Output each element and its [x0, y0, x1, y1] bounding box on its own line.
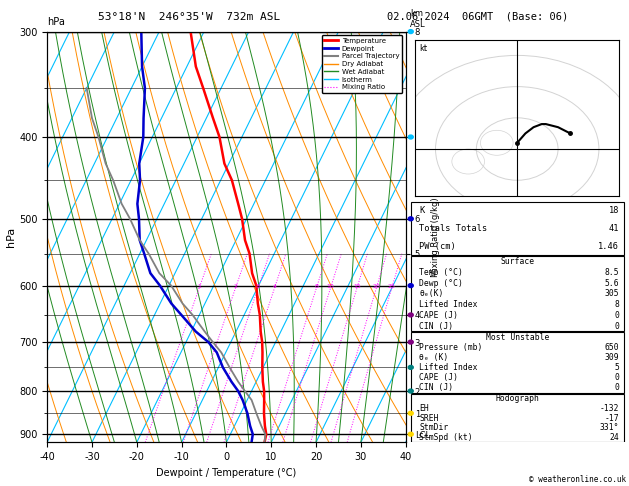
Bar	[411, 332, 624, 393]
Text: -132: -132	[600, 404, 620, 413]
Text: 24: 24	[610, 433, 620, 442]
Text: © weatheronline.co.uk: © weatheronline.co.uk	[529, 474, 626, 484]
Text: 0: 0	[615, 311, 620, 320]
Bar	[411, 202, 624, 256]
Text: Dewp (°C): Dewp (°C)	[420, 278, 464, 288]
Text: Most Unstable: Most Unstable	[486, 333, 549, 342]
Text: 20: 20	[372, 284, 380, 289]
Bar	[411, 256, 624, 331]
Text: 3: 3	[256, 284, 260, 289]
Legend: Temperature, Dewpoint, Parcel Trajectory, Dry Adiabat, Wet Adiabat, Isotherm, Mi: Temperature, Dewpoint, Parcel Trajectory…	[321, 35, 402, 93]
Text: 1.46: 1.46	[598, 242, 620, 251]
Text: 8.5: 8.5	[604, 268, 620, 277]
Text: 15: 15	[353, 284, 360, 289]
Text: hPa: hPa	[47, 17, 65, 27]
Text: 650: 650	[604, 343, 620, 352]
Text: 18: 18	[609, 207, 620, 215]
Text: StmDir: StmDir	[420, 423, 448, 432]
Text: CAPE (J): CAPE (J)	[420, 373, 459, 382]
Text: Lifted Index: Lifted Index	[420, 363, 478, 372]
Y-axis label: hPa: hPa	[6, 227, 16, 247]
Text: 10: 10	[326, 284, 334, 289]
Text: 53°18'N  246°35'W  732m ASL: 53°18'N 246°35'W 732m ASL	[97, 12, 280, 22]
Text: 41: 41	[609, 224, 620, 233]
Text: 8: 8	[314, 284, 318, 289]
Text: Hodograph: Hodograph	[495, 394, 539, 403]
Text: 331°: 331°	[600, 423, 620, 432]
Text: 0: 0	[615, 383, 620, 392]
Text: -17: -17	[604, 414, 620, 422]
Text: 8: 8	[615, 300, 620, 309]
Text: θₑ(K): θₑ(K)	[420, 289, 444, 298]
Text: 305: 305	[604, 289, 620, 298]
Text: Surface: Surface	[500, 257, 534, 266]
Text: StmSpd (kt): StmSpd (kt)	[420, 433, 473, 442]
Text: 2: 2	[233, 284, 237, 289]
Text: Totals Totals: Totals Totals	[420, 224, 487, 233]
Text: K: K	[420, 207, 425, 215]
X-axis label: Dewpoint / Temperature (°C): Dewpoint / Temperature (°C)	[157, 468, 296, 478]
Text: Temp (°C): Temp (°C)	[420, 268, 464, 277]
Text: 02.06.2024  06GMT  (Base: 06): 02.06.2024 06GMT (Base: 06)	[387, 12, 569, 22]
Text: 309: 309	[604, 353, 620, 362]
Text: 5.6: 5.6	[604, 278, 620, 288]
Text: PW (cm): PW (cm)	[420, 242, 456, 251]
Text: CIN (J): CIN (J)	[420, 322, 454, 330]
Y-axis label: Mixing Ratio (g/kg): Mixing Ratio (g/kg)	[431, 197, 440, 277]
Text: θₑ (K): θₑ (K)	[420, 353, 448, 362]
Text: CAPE (J): CAPE (J)	[420, 311, 459, 320]
Text: km
ASL: km ASL	[410, 9, 425, 29]
Text: EH: EH	[420, 404, 429, 413]
Text: CIN (J): CIN (J)	[420, 383, 454, 392]
Text: 1: 1	[197, 284, 201, 289]
Text: SREH: SREH	[420, 414, 439, 422]
Bar	[411, 394, 624, 442]
Text: 4: 4	[272, 284, 276, 289]
Text: Pressure (mb): Pressure (mb)	[420, 343, 483, 352]
Text: 0: 0	[615, 373, 620, 382]
Text: 5: 5	[615, 363, 620, 372]
Text: 25: 25	[387, 284, 396, 289]
Text: Lifted Index: Lifted Index	[420, 300, 478, 309]
Text: 0: 0	[615, 322, 620, 330]
